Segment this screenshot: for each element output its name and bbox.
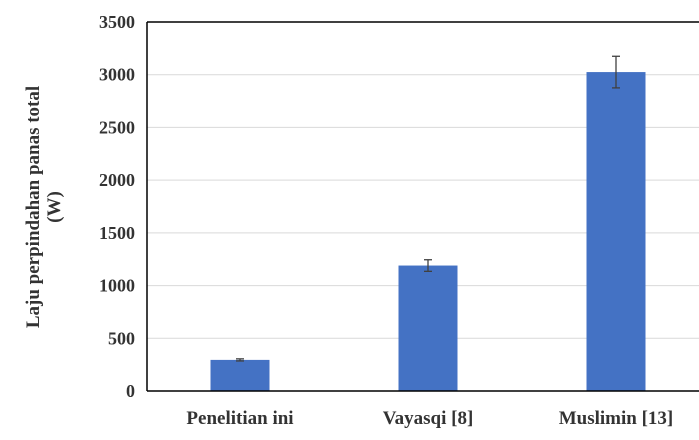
y-tick-label: 1000: [99, 276, 135, 296]
y-axis-title-line-2: (W): [44, 191, 65, 223]
x-category-label: Vayasqi [8]: [383, 408, 474, 429]
y-tick-labels: 0 500 1000 1500 2000 2500 3000 3500: [99, 12, 135, 401]
y-tick-label: 2500: [99, 117, 135, 137]
bar: [586, 72, 646, 391]
y-axis-title-line-1: Laju perpindahan panas total: [23, 86, 44, 328]
y-tick-label: 2000: [99, 170, 135, 190]
y-tick-label: 3000: [99, 65, 135, 85]
y-tick-label: 500: [108, 328, 135, 348]
bar: [210, 359, 270, 391]
error-bars: [236, 55, 620, 362]
x-category-label: Muslimin [13]: [559, 408, 674, 429]
y-tick-label: 3500: [99, 12, 135, 32]
axes: [146, 21, 699, 392]
bar: [398, 265, 458, 391]
bars: [210, 72, 646, 391]
y-tick-label: 1500: [99, 223, 135, 243]
x-category-label: Penelitian ini: [186, 408, 293, 429]
y-tick-label: 0: [126, 381, 135, 401]
x-category-labels: Penelitian ini Vayasqi [8] Muslimin [13]: [186, 408, 673, 429]
